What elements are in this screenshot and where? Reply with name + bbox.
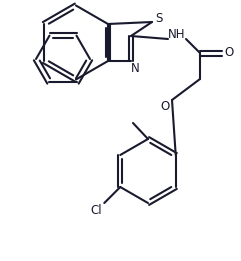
Text: Cl: Cl bbox=[90, 204, 102, 217]
Text: S: S bbox=[155, 11, 163, 25]
Text: N: N bbox=[131, 62, 139, 75]
Text: O: O bbox=[160, 99, 170, 112]
Text: NH: NH bbox=[168, 28, 186, 41]
Text: O: O bbox=[224, 46, 234, 60]
